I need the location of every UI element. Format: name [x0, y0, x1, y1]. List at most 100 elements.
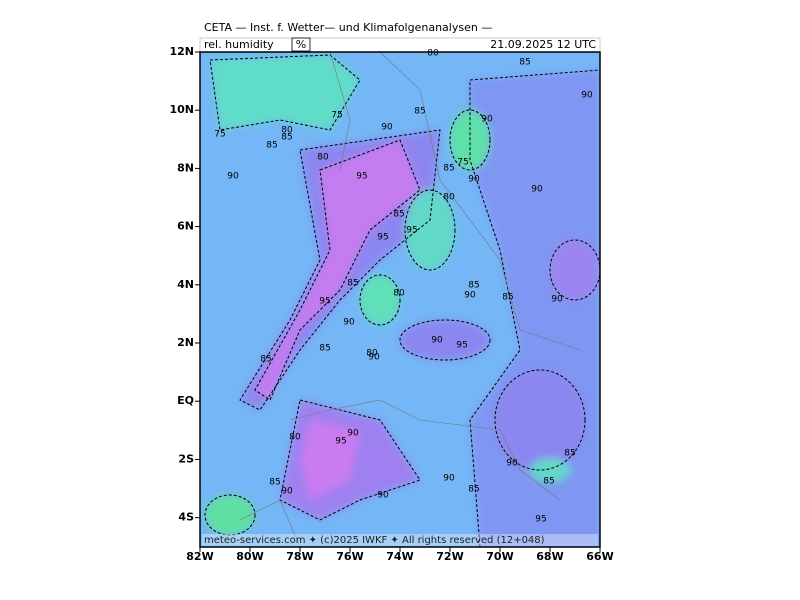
lat-label: 4N [177, 278, 194, 291]
contour-label: 75 [214, 130, 225, 140]
contour-label: 85 [347, 279, 358, 289]
shade [495, 370, 585, 470]
contour-label: 85 [281, 133, 292, 143]
contour-label: 85 [319, 344, 330, 354]
contour [209, 54, 361, 131]
contour [254, 139, 421, 401]
contour-label: 90 [343, 318, 355, 328]
contour [359, 274, 401, 326]
contour-label: 85 [564, 449, 575, 459]
contour [494, 369, 586, 471]
shade [205, 495, 255, 535]
contour-label: 80 [443, 193, 455, 203]
contour [204, 494, 256, 536]
lat-label: 4S [178, 511, 194, 524]
footer: meteo-services.com ✦ (c)2025 IWKF ✦ All … [204, 535, 545, 546]
shade [210, 55, 360, 130]
border [379, 52, 581, 351]
contour-label: 95 [406, 226, 417, 236]
lon-label: 72W [436, 550, 463, 563]
contour-label: 80 [393, 289, 405, 299]
contour-label: 90 [381, 123, 393, 133]
contour-label: 85 [414, 107, 425, 117]
unit-box [291, 37, 311, 52]
contour-label: 85 [260, 355, 271, 365]
contour-label: 90 [481, 115, 493, 125]
contour-label: 90 [443, 474, 455, 484]
contour [549, 239, 600, 301]
contour [239, 129, 441, 411]
lon-label: 74W [386, 550, 413, 563]
title: CETA — Inst. f. Wetter— und Klimafolgena… [204, 21, 492, 34]
contour-label: 95 [377, 233, 388, 243]
contour-label: 85 [269, 478, 280, 488]
contour-label: 80 [317, 153, 329, 163]
contour-label: 85 [266, 141, 277, 151]
variable: rel. humidity [204, 38, 274, 51]
contour-label: 90 [506, 459, 518, 469]
contour [404, 189, 456, 271]
shade [255, 140, 420, 400]
contour [469, 69, 600, 547]
contour-label: 85 [519, 58, 530, 68]
contour-label: 85 [443, 164, 454, 174]
datetime: 21.09.2025 12 UTC [490, 38, 596, 51]
shade [530, 458, 570, 482]
contour-label: 95 [456, 341, 467, 351]
contour-label: 90 [281, 487, 293, 497]
lon-label: 82W [186, 550, 213, 563]
contour-label: 90 [377, 491, 389, 501]
lon-label: 76W [336, 550, 363, 563]
contour [449, 109, 491, 171]
border [239, 499, 301, 547]
field-shades [205, 55, 600, 547]
contour-label: 85 [502, 293, 513, 303]
lat-label: 12N [169, 45, 194, 58]
contour-label: 90 [468, 175, 480, 185]
contour-label: 90 [227, 172, 239, 182]
contour-label: 75 [457, 158, 468, 168]
contour-label: 90 [431, 336, 443, 346]
shade [300, 420, 360, 500]
contour-label: 75 [331, 111, 342, 121]
border [289, 399, 561, 501]
contour-label: 95 [335, 437, 346, 447]
shade [360, 275, 400, 325]
contour-label: 80 [281, 126, 293, 136]
contour-label: 85 [468, 281, 479, 291]
footer-bar [202, 534, 598, 546]
contours [204, 54, 600, 547]
lon-label: 78W [286, 550, 313, 563]
lon-label: 68W [536, 550, 563, 563]
contour-label: 95 [319, 297, 330, 307]
lat-label: 6N [177, 220, 194, 233]
borders [239, 52, 581, 547]
contour-label: 85 [393, 210, 404, 220]
lat-label: EQ [177, 394, 194, 407]
contour-label: 90 [531, 185, 543, 195]
lat-label: 2N [177, 336, 194, 349]
lat-label: 10N [169, 103, 194, 116]
contour-label: 90 [347, 429, 359, 439]
contour-label: 90 [581, 91, 593, 101]
shade [550, 240, 600, 300]
contour-label: 80 [289, 433, 301, 443]
contour-label: 85 [543, 477, 554, 487]
lat-label: 2S [178, 452, 194, 465]
contour-label: 90 [464, 291, 476, 301]
lat-label: 8N [177, 161, 194, 174]
lon-label: 66W [586, 550, 613, 563]
lon-label: 70W [486, 550, 513, 563]
contour-label: 95 [535, 515, 546, 525]
unit: % [296, 38, 306, 51]
shade [400, 320, 490, 360]
lon-label: 80W [236, 550, 263, 563]
contour-label: 90 [368, 353, 380, 363]
contour-label: 95 [356, 172, 367, 182]
contour [399, 319, 491, 361]
contour-label: 80 [366, 349, 378, 359]
shade [405, 190, 455, 270]
contour-label: 80 [427, 49, 439, 59]
